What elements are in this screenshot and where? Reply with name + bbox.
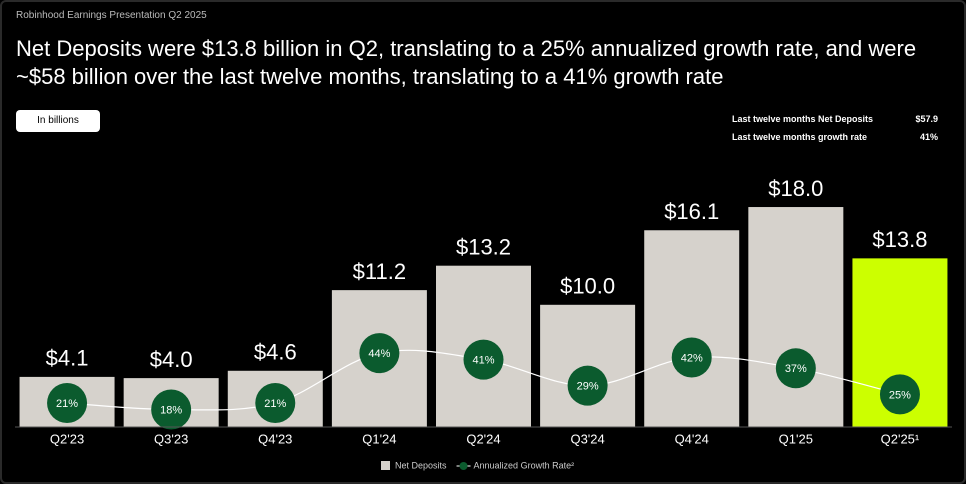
summary-row: Last twelve months growth rate 41% [732, 132, 938, 142]
growth-marker [463, 339, 504, 380]
x-tick-label: Q3'24 [570, 431, 604, 446]
x-tick-label: Q4'23 [258, 431, 292, 446]
x-tick-label: Q2'25¹ [881, 431, 920, 446]
growth-label: 44% [368, 348, 390, 360]
bar [748, 207, 844, 427]
summary-value: 41% [919, 132, 938, 142]
legend-label: Net Deposits [395, 460, 447, 470]
growth-marker [47, 383, 88, 424]
growth-label: 41% [472, 355, 494, 367]
growth-label: 29% [577, 381, 599, 393]
growth-label: 21% [56, 398, 78, 410]
data-label: $13.8 [872, 227, 927, 252]
growth-label: 18% [160, 404, 182, 416]
unit-note: In billions [16, 110, 100, 132]
legend-marker [459, 462, 468, 470]
growth-marker [567, 365, 608, 406]
data-label: $18.0 [768, 176, 823, 201]
x-tick-label: Q4'24 [675, 431, 709, 446]
growth-label: 42% [681, 352, 703, 364]
growth-marker [671, 337, 712, 378]
growth-label: 37% [785, 363, 807, 375]
data-label: $10.0 [560, 274, 615, 299]
data-label: $4.6 [254, 340, 297, 365]
growth-label: 25% [889, 389, 911, 401]
x-tick-label: Q1'24 [362, 431, 396, 446]
growth-marker [255, 383, 296, 424]
summary-label: Last twelve months growth rate [732, 132, 868, 142]
data-label: $11.2 [353, 259, 406, 284]
kicker: Robinhood Earnings Presentation Q2 2025 [16, 10, 207, 21]
x-tick-label: Q2'23 [50, 431, 84, 446]
legend-swatch [381, 461, 390, 470]
data-label: $13.2 [456, 235, 511, 260]
growth-marker [775, 348, 816, 389]
headline: Net Deposits were $13.8 billion in Q2, t… [16, 36, 917, 89]
summary-value: $57.9 [915, 114, 938, 124]
x-tick-label: Q1'25 [779, 431, 813, 446]
x-tick-label: Q3'23 [154, 431, 188, 446]
growth-marker [879, 374, 920, 415]
data-label: $4.0 [150, 347, 193, 372]
growth-marker [151, 389, 192, 430]
data-label: $16.1 [664, 199, 719, 224]
summary-label: Last twelve months Net Deposits [732, 114, 874, 124]
legend-label: Annualized Growth Rate² [474, 460, 575, 470]
bar [644, 230, 740, 427]
x-tick-label: Q2'24 [466, 431, 500, 446]
growth-marker [359, 333, 400, 374]
growth-label: 21% [264, 398, 286, 410]
summary-row: Last twelve months Net Deposits $57.9 [732, 114, 938, 124]
data-label: $4.1 [46, 346, 89, 371]
